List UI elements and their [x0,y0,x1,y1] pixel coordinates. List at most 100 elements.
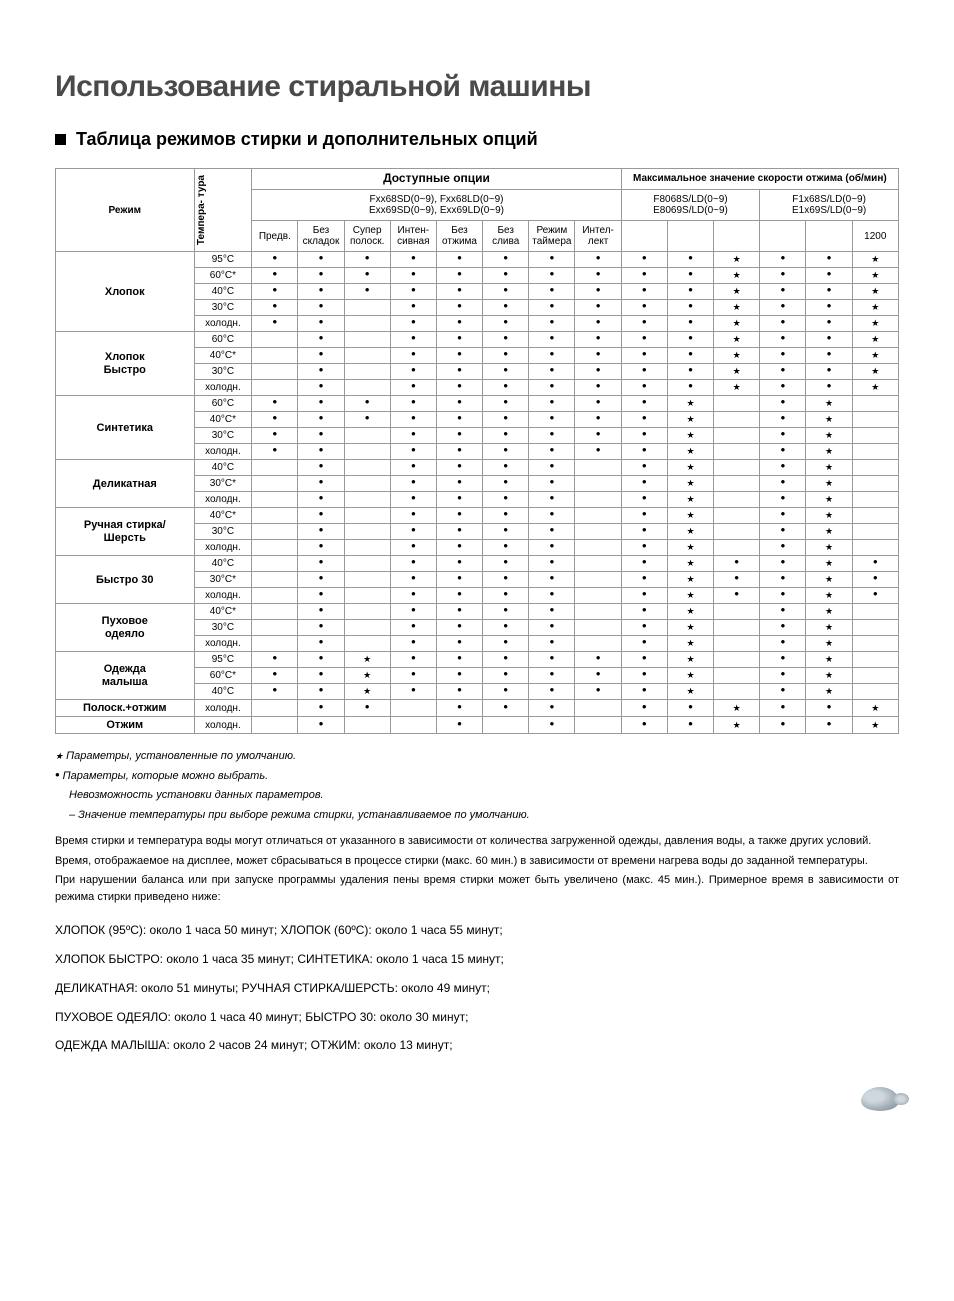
value-cell [344,300,390,316]
value-cell [667,524,713,540]
temp-cell: 40°C [194,284,252,300]
value-cell [575,604,621,620]
value-cell [575,444,621,460]
value-cell [252,572,298,588]
value-cell [806,540,852,556]
temp-cell: 60°C [194,396,252,412]
value-cell [667,556,713,572]
mode-cell: Хлопок Быстро [56,332,195,396]
wash-mode-table: Режим Темпера- тура Доступные опции Макс… [55,168,899,734]
h-o7: Режим таймера [529,220,575,251]
value-cell [252,476,298,492]
table-row: Хлопок Быстро60°C [56,332,899,348]
value-cell [714,684,760,700]
value-cell [667,652,713,668]
value-cell [852,252,898,268]
h-o6: Без слива [483,220,529,251]
value-cell [714,284,760,300]
temp-cell: 60°C* [194,668,252,684]
value-cell [806,700,852,717]
value-cell [852,284,898,300]
value-cell [575,492,621,508]
value-cell [344,412,390,428]
value-cell [852,717,898,734]
value-cell [714,396,760,412]
temp-cell: 40°C [194,556,252,572]
temp-cell: холодн. [194,588,252,604]
value-cell [344,460,390,476]
value-cell [621,700,667,717]
value-cell [344,284,390,300]
temp-cell: 40°C* [194,604,252,620]
value-cell [575,717,621,734]
value-cell [714,508,760,524]
value-cell [575,588,621,604]
value-cell [714,636,760,652]
value-cell [575,556,621,572]
value-cell [667,428,713,444]
value-cell [252,444,298,460]
value-cell [806,412,852,428]
temp-cell: 40°C* [194,412,252,428]
value-cell [667,396,713,412]
temp-cell: 30°C [194,620,252,636]
time-line: ОДЕЖДА МАЛЫША: около 2 часов 24 минут; О… [55,1034,899,1057]
h-s4 [760,220,806,251]
value-cell [806,572,852,588]
mode-cell: Одежда малыша [56,652,195,700]
value-cell [298,717,344,734]
value-cell [252,364,298,380]
value-cell [806,604,852,620]
value-cell [344,332,390,348]
value-cell [298,700,344,717]
value-cell [806,620,852,636]
value-cell [344,636,390,652]
col-mode: Режим [56,169,195,252]
value-cell [252,316,298,332]
h-s2 [667,220,713,251]
col-temp: Темпера- тура [194,169,252,252]
value-cell [390,700,436,717]
body-p2: Время, отображаемое на дисплее, может сб… [55,853,899,870]
value-cell [252,460,298,476]
value-cell [714,348,760,364]
temp-cell: 40°C [194,460,252,476]
opts-sub: Fxx68SD(0~9), Fxx68LD(0~9) Exx69SD(0~9),… [252,189,622,220]
h-s5 [806,220,852,251]
value-cell [252,508,298,524]
subtitle: Таблица режимов стирки и дополнительных … [76,129,538,150]
value-cell [806,717,852,734]
value-cell [344,428,390,444]
value-cell [806,492,852,508]
value-cell [436,684,482,700]
value-cell [344,717,390,734]
value-cell [344,572,390,588]
value-cell [390,684,436,700]
value-cell [575,572,621,588]
value-cell [252,684,298,700]
body-p1: Время стирки и температура воды могут от… [55,833,899,850]
mode-cell: Хлопок [56,252,195,332]
temp-cell: холодн. [194,444,252,460]
value-cell [667,476,713,492]
value-cell [667,604,713,620]
value-cell [252,348,298,364]
value-cell [667,508,713,524]
value-cell [714,700,760,717]
value-cell [852,700,898,717]
value-cell [806,444,852,460]
value-cell [667,492,713,508]
value-cell [852,332,898,348]
value-cell [344,556,390,572]
temp-cell: холодн. [194,540,252,556]
h-o4: Интен- сивная [390,220,436,251]
col-opts: Доступные опции [252,169,622,190]
value-cell [252,556,298,572]
legend: Параметры, установленные по умолчанию. П… [55,748,899,823]
value-cell [714,492,760,508]
value-cell [344,684,390,700]
value-cell [714,652,760,668]
col-spin: Максимальное значение скорости отжима (о… [621,169,898,190]
temp-cell: 30°C* [194,572,252,588]
value-cell [806,588,852,604]
